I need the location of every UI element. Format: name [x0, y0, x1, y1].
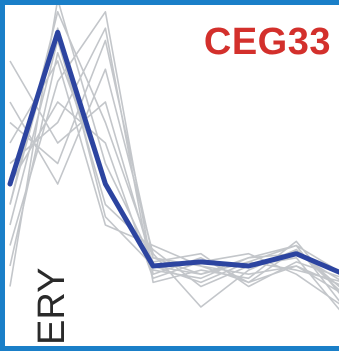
trace-line-8: [9, 68, 339, 308]
line-chart: [7, 5, 339, 311]
trace-line-4: [9, 60, 339, 284]
trace-line-2: [9, 60, 339, 286]
trace-line-5: [9, 39, 339, 311]
row-label: ERY: [31, 267, 73, 345]
mean-line: [7, 29, 339, 275]
trace-line-7: [9, 5, 339, 288]
mean-line-group: [7, 29, 339, 275]
chart-title: CEG33: [203, 21, 331, 63]
